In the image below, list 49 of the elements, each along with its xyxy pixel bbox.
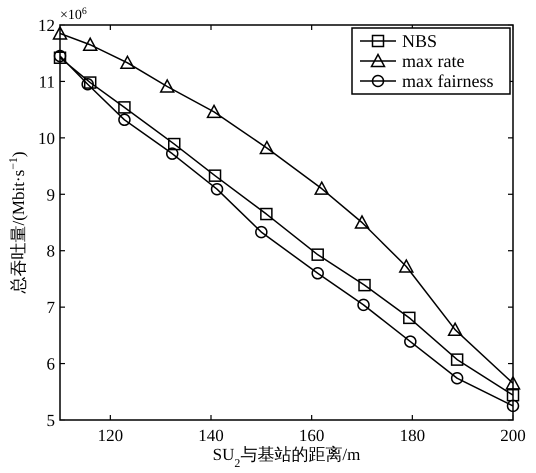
y-tick-label: 6 [46, 354, 55, 374]
point [210, 182, 224, 196]
point [206, 104, 222, 118]
y-tick-label: 8 [46, 242, 55, 261]
point [118, 114, 131, 126]
point [354, 215, 370, 229]
y-tick-label: 12 [38, 16, 55, 35]
point [120, 56, 135, 70]
x-tick-label: 120 [98, 426, 124, 445]
y-tick-label: 11 [38, 72, 55, 92]
point [404, 335, 417, 348]
x-axis-title: SU$_{2}$与基站的距离/m [212, 445, 360, 470]
point [399, 259, 414, 273]
point [82, 38, 98, 51]
legend-label: NBS [402, 31, 438, 51]
point [506, 388, 520, 402]
x-tick-label: 200 [500, 426, 526, 445]
point [255, 226, 268, 238]
x-tick-label: 180 [400, 426, 426, 445]
point [448, 322, 462, 336]
point [118, 101, 131, 114]
point [166, 147, 178, 160]
x-tick-label: 140 [198, 426, 224, 445]
point [357, 298, 370, 312]
point [358, 278, 371, 292]
y-tick-label: 9 [46, 185, 55, 204]
point [260, 140, 274, 154]
text: ×10$^{6}$ [60, 6, 87, 23]
point [314, 181, 329, 195]
point [52, 26, 68, 40]
legend-label: max rate [402, 51, 464, 71]
y-tick-label: 10 [38, 128, 55, 148]
point [208, 169, 222, 182]
y-tick-label: 5 [46, 411, 55, 430]
point [84, 76, 96, 89]
point [260, 208, 273, 220]
point [311, 267, 324, 280]
y-tick-label: 7 [46, 298, 56, 318]
point [160, 79, 174, 93]
point [168, 138, 181, 150]
point [506, 376, 520, 390]
point [81, 78, 94, 90]
point [311, 248, 324, 261]
x-tick-label: 160 [298, 426, 324, 445]
legend-label: max fairness [402, 71, 494, 91]
point [403, 312, 416, 324]
point [450, 372, 464, 384]
point [450, 353, 464, 366]
point [506, 400, 520, 412]
